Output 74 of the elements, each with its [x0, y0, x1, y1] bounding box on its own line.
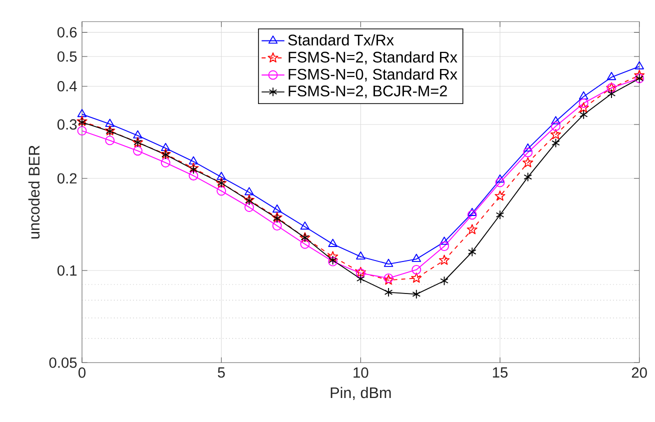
point: [468, 208, 477, 216]
y-tick-label: 0.05: [49, 357, 77, 368]
point: [551, 122, 560, 131]
point: [440, 236, 449, 245]
point: [579, 110, 588, 120]
y-axis-title: uncoded BER: [28, 146, 40, 238]
point: [356, 251, 366, 260]
point: [412, 264, 422, 274]
point: [438, 254, 450, 265]
point: [384, 258, 394, 267]
point: [133, 146, 142, 156]
point: [356, 274, 365, 284]
point: [411, 272, 422, 283]
point: [300, 221, 310, 230]
x-tick-label: 0: [78, 367, 86, 378]
point: [634, 70, 645, 80]
point: [440, 276, 448, 286]
point: [466, 224, 478, 234]
point: [160, 158, 170, 168]
point: [495, 178, 505, 188]
point: [523, 143, 532, 152]
point: [522, 157, 534, 168]
x-axis-title: Pin, dBm: [330, 386, 391, 400]
point: [440, 242, 450, 252]
point: [300, 239, 310, 249]
legend-label: FSMS-N=2, Standard Rx: [288, 51, 458, 64]
x-tick-label: 5: [218, 367, 225, 378]
y-tick-label: 0.5: [57, 51, 77, 62]
point: [578, 102, 589, 112]
point: [328, 238, 338, 247]
y-tick-label: 0.3: [57, 119, 77, 130]
point: [77, 126, 87, 136]
point: [216, 172, 226, 180]
x-tick-label: 10: [354, 367, 368, 378]
point: [496, 210, 504, 220]
point: [77, 108, 87, 118]
point: [552, 138, 560, 148]
legend-label: FSMS-N=2, BCJR-M=2: [288, 86, 447, 98]
x-tick-label: 20: [632, 367, 647, 378]
y-tick-label: 0.4: [57, 81, 77, 92]
point: [607, 89, 616, 98]
point: [467, 210, 477, 220]
point: [578, 98, 588, 108]
legend-label: FSMS-N=0, Standard Rx: [288, 68, 458, 82]
point: [216, 186, 226, 196]
point: [606, 72, 616, 80]
x-tick-label: 15: [492, 367, 508, 378]
point: [468, 247, 476, 257]
y-tick-label: 0.2: [57, 173, 77, 184]
point: [494, 190, 506, 201]
point: [105, 118, 114, 127]
point: [272, 221, 282, 231]
point: [272, 204, 282, 213]
point: [384, 288, 393, 298]
point: [551, 116, 560, 124]
point: [523, 148, 533, 158]
point: [244, 187, 254, 196]
point: [105, 136, 115, 146]
point: [412, 254, 422, 262]
point: [244, 202, 254, 212]
point: [524, 172, 532, 182]
y-tick-label: 0.6: [57, 27, 77, 38]
y-tick-label: 0.1: [57, 265, 77, 276]
point: [634, 61, 644, 70]
point: [133, 130, 142, 138]
point: [412, 289, 421, 299]
legend-label: Standard Tx/Rx: [288, 34, 394, 46]
point: [188, 156, 198, 164]
point: [160, 142, 170, 152]
point: [550, 129, 562, 140]
point: [495, 174, 505, 183]
point: [578, 91, 588, 100]
point: [188, 170, 198, 180]
point: [328, 251, 338, 262]
